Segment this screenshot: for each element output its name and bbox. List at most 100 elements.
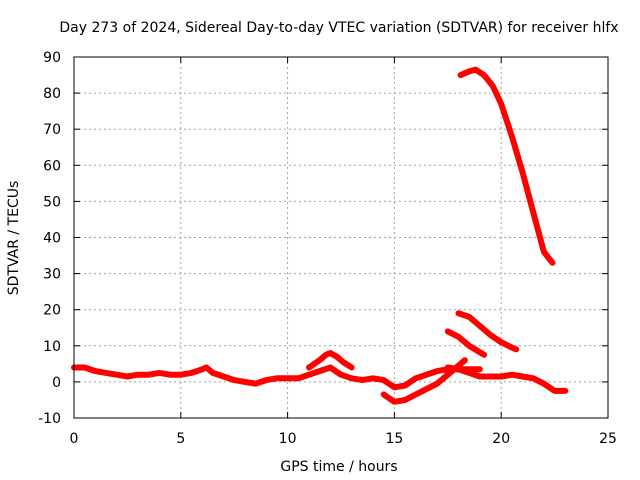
data-point	[391, 384, 397, 390]
chart-title: Day 273 of 2024, Sidereal Day-to-day VTE…	[59, 20, 618, 36]
data-point	[445, 372, 451, 378]
data-point	[178, 372, 184, 378]
data-point	[455, 310, 462, 316]
y-tick-label: 90	[43, 50, 61, 66]
data-point	[306, 364, 312, 371]
data-point	[92, 368, 98, 374]
data-point	[203, 364, 209, 371]
data-point	[231, 377, 237, 383]
data-point	[455, 334, 462, 340]
data-point	[391, 399, 397, 405]
data-point	[423, 386, 429, 392]
data-point	[413, 375, 419, 381]
data-point	[466, 314, 472, 320]
data-point	[498, 101, 504, 107]
data-point	[242, 379, 248, 385]
y-tick-label: 40	[43, 231, 61, 247]
data-point	[552, 388, 558, 394]
data-point	[381, 377, 387, 383]
y-tick-label: 0	[52, 375, 61, 391]
x-tick-label: 15	[385, 431, 403, 447]
data-point	[498, 339, 504, 345]
y-tick-label: 60	[43, 158, 61, 174]
x-tick-label: 20	[492, 431, 510, 447]
data-point	[481, 352, 487, 358]
data-point	[146, 372, 152, 378]
data-point	[445, 364, 451, 371]
data-point	[520, 373, 526, 380]
data-point	[541, 381, 547, 387]
data-point	[156, 370, 162, 376]
data-point	[520, 169, 526, 176]
series-line-1	[71, 364, 483, 391]
data-point	[466, 343, 472, 349]
data-point	[274, 375, 280, 381]
y-tick-label: 50	[43, 194, 61, 210]
data-point	[530, 209, 536, 215]
y-tick-label: 10	[43, 339, 61, 355]
data-point	[477, 373, 483, 380]
data-point	[359, 377, 365, 383]
data-point	[509, 372, 515, 378]
data-point	[349, 375, 355, 381]
x-tick-label: 10	[279, 431, 297, 447]
y-tick-labels: -10 0 10 20 30 40 50 60 70 80 90	[38, 50, 61, 427]
data-point	[509, 345, 515, 351]
data-point	[124, 373, 130, 380]
data-point	[103, 370, 109, 376]
y-axis-label: SDTVAR / TECUs	[6, 181, 22, 296]
data-point	[317, 357, 323, 363]
data-point	[487, 373, 494, 380]
data-series-layer	[71, 66, 569, 405]
data-point	[381, 391, 387, 398]
y-tick-label: 70	[43, 122, 61, 138]
y-tick-label: 20	[43, 303, 61, 319]
data-point	[253, 381, 259, 387]
axis-ticks	[73, 56, 609, 419]
data-point	[413, 391, 419, 398]
data-point	[327, 364, 333, 371]
data-point	[490, 83, 496, 89]
data-point	[402, 382, 408, 389]
data-point	[509, 133, 515, 139]
data-point	[340, 359, 346, 365]
x-axis-label: GPS time / hours	[280, 459, 397, 475]
data-point	[338, 372, 344, 378]
data-point	[167, 372, 173, 378]
data-point	[114, 372, 120, 378]
data-point	[82, 364, 88, 371]
data-point	[513, 346, 519, 352]
data-point	[370, 375, 376, 381]
data-point	[458, 72, 464, 78]
data-point	[199, 366, 205, 372]
data-point	[349, 364, 355, 371]
data-point	[285, 375, 291, 381]
data-point	[477, 323, 483, 329]
data-point	[327, 350, 333, 356]
y-tick-label: 80	[43, 86, 61, 102]
x-tick-label: 5	[176, 431, 185, 447]
data-point	[295, 375, 301, 381]
y-tick-label: 30	[43, 267, 61, 283]
data-point	[402, 397, 408, 403]
data-point	[434, 368, 440, 374]
data-point	[487, 332, 494, 338]
data-point	[530, 375, 536, 381]
data-point	[263, 377, 269, 383]
data-point	[466, 68, 472, 74]
y-tick-label: -10	[38, 411, 61, 427]
data-point	[562, 388, 568, 394]
data-point	[135, 372, 141, 378]
data-point	[455, 366, 462, 372]
x-tick-label: 25	[599, 431, 617, 447]
data-point	[188, 370, 195, 376]
data-point	[210, 370, 216, 376]
data-point	[477, 366, 483, 372]
data-point	[220, 373, 227, 380]
data-point	[549, 260, 556, 266]
series-line-5	[444, 328, 488, 358]
data-point	[434, 381, 440, 387]
data-point	[317, 368, 323, 374]
